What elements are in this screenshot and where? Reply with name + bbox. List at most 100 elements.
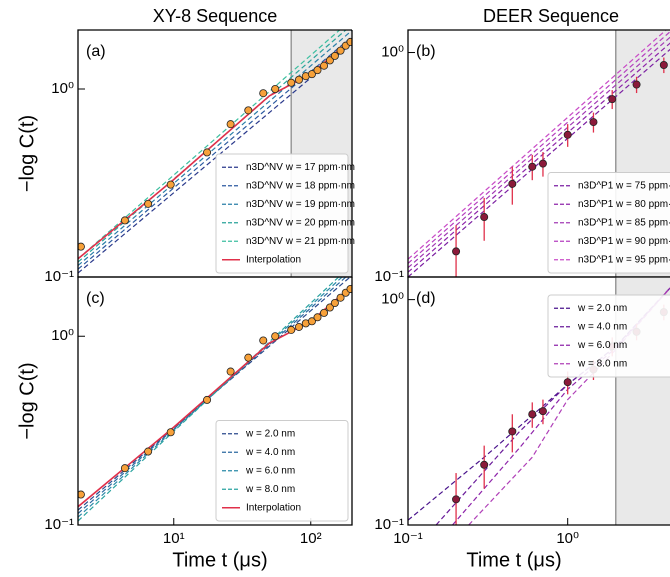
- data-point: [330, 299, 339, 308]
- x-tick-label: 10⁻¹: [393, 530, 423, 547]
- y-tick-label: 10⁰: [381, 43, 404, 60]
- data-point: [480, 460, 489, 469]
- data-point: [120, 216, 129, 225]
- x-tick-label: 10⁰: [556, 530, 579, 547]
- data-point: [166, 428, 175, 437]
- legend-label: Interpolation: [246, 254, 301, 265]
- panel-label: (a): [86, 43, 106, 60]
- legend-label: n3D^NV w = 19 ppm·nm: [246, 199, 355, 210]
- data-point: [320, 308, 329, 317]
- y-tick-label: 10⁻¹: [374, 268, 404, 285]
- data-point: [271, 332, 280, 341]
- data-point: [203, 148, 212, 157]
- data-point: [632, 80, 641, 89]
- data-point: [259, 336, 268, 345]
- legend-label: n3D^P1 w = 90 ppm·nm: [578, 236, 670, 247]
- data-point: [563, 378, 572, 387]
- data-point: [528, 162, 537, 171]
- legend-label: w = 6.0 nm: [245, 465, 295, 476]
- y-tick-label: 10⁰: [51, 327, 74, 344]
- legend-label: n3D^NV w = 20 ppm·nm: [246, 217, 355, 228]
- data-point: [538, 159, 547, 168]
- data-point: [325, 56, 334, 65]
- y-axis-label: −log C(t): [16, 115, 38, 192]
- panel: 10⁻¹ 10⁰ 10¹ 10² (c) −log C(t) Time t (μs) w = …: [16, 276, 353, 571]
- panel-label: (c): [86, 290, 105, 307]
- legend-box: [547, 294, 670, 378]
- data-point: [203, 395, 212, 404]
- data-point: [480, 213, 489, 222]
- legend: w = 2.0 nm w = 4.0 nm w = 6.0 nm w = 8.0 nm: [547, 294, 670, 378]
- curve: [408, 48, 670, 277]
- x-tick-label: 10¹: [163, 530, 185, 547]
- data-point: [346, 37, 352, 46]
- data-point: [563, 130, 572, 139]
- data-point: [287, 325, 296, 334]
- data-point: [508, 179, 517, 188]
- data-point: [78, 242, 85, 251]
- x-axis-label: Time t (μs): [466, 549, 561, 571]
- y-tick-label: 10⁰: [51, 80, 74, 97]
- legend-label: w = 8.0 nm: [245, 484, 295, 495]
- y-tick-label: 10⁻¹: [374, 516, 404, 533]
- axes-frame: [407, 276, 670, 526]
- data-point: [313, 66, 322, 75]
- y-tick-label: 10⁻¹: [44, 516, 74, 533]
- panel: 10⁻¹ 10⁰ XY-8 Sequence (a) −log C(t) n3D^NV w…: [16, 6, 355, 285]
- legend-box: [547, 172, 670, 274]
- data-point: [307, 317, 316, 326]
- legend-label: n3D^P1 w = 75 ppm·nm: [578, 180, 670, 191]
- legend-label: w = 4.0 nm: [245, 447, 295, 458]
- data-point: [244, 353, 253, 362]
- panel-label: (d): [416, 290, 436, 307]
- data-point: [330, 51, 339, 60]
- data-point: [144, 199, 153, 208]
- legend-label: n3D^NV w = 17 ppm·nm: [246, 162, 355, 173]
- data-point: [325, 303, 334, 312]
- data-point: [313, 313, 322, 322]
- data-point: [294, 322, 303, 331]
- legend-label: w = 6.0 nm: [577, 340, 627, 351]
- data-point: [528, 410, 537, 419]
- data-point: [320, 61, 329, 70]
- panel-title: XY-8 Sequence: [153, 6, 277, 26]
- curve: [408, 36, 670, 269]
- legend-label: w = 4.0 nm: [577, 321, 627, 332]
- y-tick-label: 10⁰: [381, 291, 404, 308]
- legend: n3D^NV w = 17 ppm·nm n3D^NV w = 18 ppm·nm…: [215, 153, 355, 274]
- legend-box: [215, 153, 349, 274]
- legend-label: n3D^P1 w = 80 ppm·nm: [578, 199, 670, 210]
- data-point: [294, 75, 303, 84]
- data-point: [226, 120, 235, 129]
- data-point: [120, 464, 129, 473]
- data-point: [608, 95, 617, 104]
- legend: n3D^P1 w = 75 ppm·nm n3D^P1 w = 80 ppm·nm…: [547, 172, 670, 274]
- legend-label: n3D^NV w = 18 ppm·nm: [246, 180, 355, 191]
- curve: [408, 30, 670, 264]
- panel-label: (b): [416, 43, 436, 60]
- curve: [78, 277, 340, 522]
- data-point: [589, 118, 598, 127]
- legend-label: w = 2.0 nm: [245, 428, 295, 439]
- data-point: [346, 284, 352, 293]
- legend-box: [215, 420, 349, 522]
- y-tick-label: 10⁻¹: [44, 268, 74, 285]
- data-point: [78, 490, 85, 499]
- data-point: [508, 427, 517, 436]
- data-point: [166, 180, 175, 189]
- data-point: [259, 89, 268, 98]
- legend-label: n3D^P1 w = 95 ppm·nm: [578, 254, 670, 265]
- legend-label: n3D^NV w = 21 ppm·nm: [246, 236, 355, 247]
- data-point: [307, 70, 316, 79]
- data-point: [452, 495, 461, 504]
- data-point: [287, 78, 296, 87]
- curve: [408, 30, 667, 260]
- x-tick-label: 10²: [300, 530, 322, 547]
- legend-label: w = 8.0 nm: [577, 358, 627, 369]
- data-point: [538, 407, 547, 416]
- curve: [408, 42, 670, 273]
- data-point: [336, 46, 345, 55]
- data-point: [244, 106, 253, 115]
